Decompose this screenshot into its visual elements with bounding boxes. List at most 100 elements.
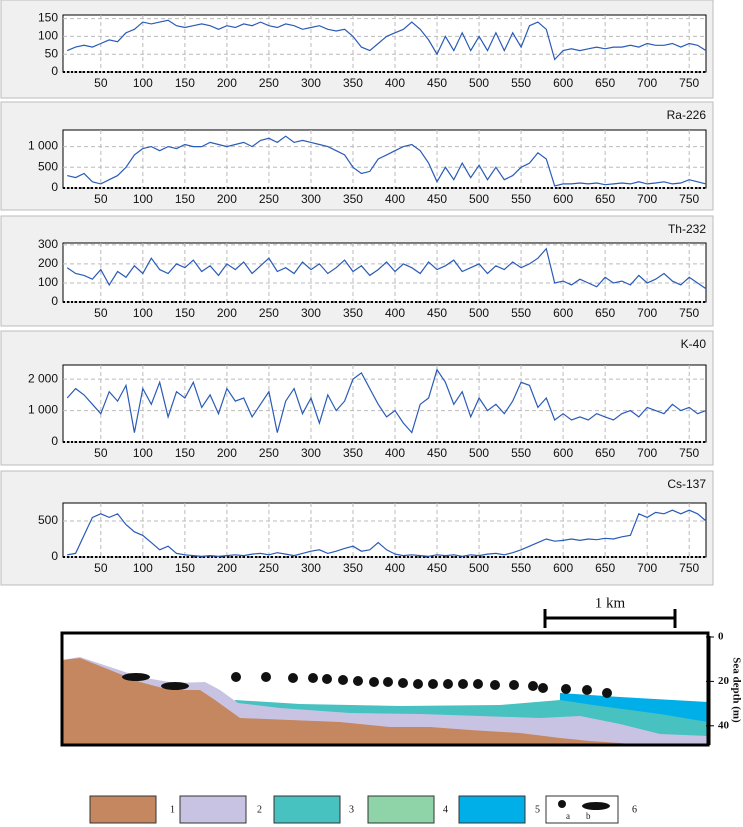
x-tick-label: 650 bbox=[595, 76, 615, 90]
data-line bbox=[66, 19, 707, 61]
x-tick-label: 500 bbox=[469, 446, 489, 460]
deposit-a bbox=[582, 685, 592, 695]
legend-swatch bbox=[273, 795, 341, 824]
x-tick-label: 750 bbox=[679, 76, 699, 90]
legend-label: 3 bbox=[349, 804, 354, 815]
chart-title: Cs-137 bbox=[667, 477, 706, 491]
y-tick-label: 0 bbox=[51, 549, 58, 563]
y-tick-label: 0 bbox=[51, 64, 58, 78]
x-tick-label: 100 bbox=[133, 306, 153, 320]
data-line bbox=[67, 509, 707, 557]
x-tick-label: 550 bbox=[511, 446, 531, 460]
x-tick-label: 400 bbox=[385, 306, 405, 320]
x-tick-label: 100 bbox=[133, 446, 153, 460]
x-tick-label: 650 bbox=[595, 192, 615, 206]
plot-area bbox=[62, 129, 707, 189]
x-tick-label: 550 bbox=[511, 561, 531, 575]
legend-label: 4 bbox=[443, 804, 448, 815]
x-tick-label: 600 bbox=[553, 76, 573, 90]
y-tick-label: 500 bbox=[38, 513, 58, 527]
x-tick-label: 200 bbox=[217, 192, 237, 206]
x-tick-label: 100 bbox=[133, 561, 153, 575]
plot-area bbox=[62, 364, 707, 443]
deposit-a bbox=[231, 672, 241, 682]
x-tick-label: 300 bbox=[301, 192, 321, 206]
x-tick-label: 100 bbox=[133, 76, 153, 90]
data-line bbox=[67, 135, 707, 187]
x-tick-label: 300 bbox=[301, 561, 321, 575]
x-tick-label: 350 bbox=[343, 446, 363, 460]
x-tick-label: 650 bbox=[595, 306, 615, 320]
y-tick-label: 150 bbox=[38, 11, 58, 25]
x-tick-label: 700 bbox=[637, 446, 657, 460]
x-tick-label: 750 bbox=[679, 306, 699, 320]
deposit-a bbox=[602, 688, 612, 698]
legend-swatch bbox=[367, 795, 435, 824]
legend-swatch bbox=[458, 795, 526, 824]
legend-swatch bbox=[179, 795, 247, 824]
legend-swatch bbox=[545, 795, 619, 824]
deposit-a bbox=[428, 679, 438, 689]
x-tick-label: 150 bbox=[175, 446, 195, 460]
depth-tick-label: 40 bbox=[718, 719, 730, 731]
deposit-a bbox=[353, 676, 363, 686]
deposit-a bbox=[490, 680, 500, 690]
x-tick-label: 250 bbox=[259, 192, 279, 206]
x-tick-label: 500 bbox=[469, 561, 489, 575]
scale-label: 1 km bbox=[595, 595, 626, 611]
y-tick-label: 1 000 bbox=[28, 139, 58, 153]
y-tick-label: 200 bbox=[38, 256, 58, 270]
legend-label: 6 bbox=[632, 804, 637, 815]
chart-panel: 50 100 150 200 250 300 350 400 450 500 550 600 650 70… bbox=[0, 0, 714, 99]
x-tick-label: 50 bbox=[94, 76, 108, 90]
cross-section: Sea depth (m) bbox=[60, 631, 742, 747]
x-tick-label: 50 bbox=[94, 192, 108, 206]
x-tick-label: 400 bbox=[385, 561, 405, 575]
x-tick-label: 150 bbox=[175, 192, 195, 206]
x-tick-label: 450 bbox=[427, 446, 447, 460]
deposit-a bbox=[413, 679, 423, 689]
deposit-a bbox=[538, 683, 548, 693]
y-tick-label: 1 000 bbox=[28, 403, 58, 417]
plot-area bbox=[62, 242, 707, 303]
chart-title: Th-232 bbox=[668, 222, 706, 236]
x-tick-label: 100 bbox=[133, 192, 153, 206]
x-tick-label: 350 bbox=[343, 306, 363, 320]
y-tick-label: 100 bbox=[38, 275, 58, 289]
chart-panel: 50 100 150 200 250 300 350 400 450 500 550 600 650 70… bbox=[0, 215, 714, 327]
legend-ellipse bbox=[582, 802, 610, 810]
x-tick-label: 500 bbox=[469, 192, 489, 206]
x-tick-label: 50 bbox=[94, 306, 108, 320]
x-tick-label: 200 bbox=[217, 306, 237, 320]
x-tick-label: 200 bbox=[217, 446, 237, 460]
legend-label: 1 bbox=[170, 804, 175, 815]
x-tick-label: 250 bbox=[259, 446, 279, 460]
x-tick-label: 600 bbox=[553, 192, 573, 206]
x-tick-label: 450 bbox=[427, 192, 447, 206]
depth-tick-label: 20 bbox=[718, 675, 730, 687]
x-tick-label: 400 bbox=[385, 76, 405, 90]
legend-label: 5 bbox=[535, 804, 540, 815]
x-tick-label: 50 bbox=[94, 561, 108, 575]
plot-area bbox=[62, 14, 707, 73]
data-line bbox=[66, 368, 707, 434]
legend-label: 2 bbox=[257, 804, 262, 815]
x-tick-label: 300 bbox=[301, 306, 321, 320]
deposit-a bbox=[383, 677, 393, 687]
x-tick-label: 700 bbox=[637, 306, 657, 320]
y-tick-label: 50 bbox=[45, 46, 59, 60]
y-tick-label: 0 bbox=[51, 294, 58, 308]
x-tick-label: 300 bbox=[301, 76, 321, 90]
deposit-a bbox=[261, 672, 271, 682]
x-tick-label: 650 bbox=[595, 561, 615, 575]
deposit-a bbox=[443, 679, 453, 689]
chart-title: Ra-226 bbox=[667, 108, 707, 122]
deposit-a bbox=[338, 675, 348, 685]
chart-panel: 50 100 150 200 250 300 350 400 450 500 550 600 650 70… bbox=[0, 330, 714, 466]
section-frame bbox=[60, 631, 710, 747]
x-tick-label: 700 bbox=[637, 76, 657, 90]
deposit-a-group bbox=[231, 672, 612, 698]
x-tick-label: 150 bbox=[175, 561, 195, 575]
